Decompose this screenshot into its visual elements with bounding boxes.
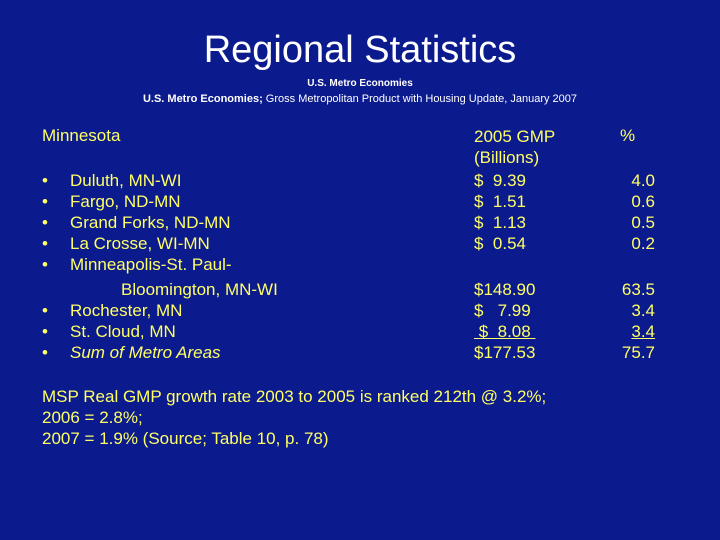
pct-value: 63.5 bbox=[621, 280, 655, 299]
pct-value: 75.7 bbox=[621, 343, 655, 362]
metro-name: Grand Forks, ND-MN bbox=[70, 213, 231, 232]
pct-value: 0.5 bbox=[631, 213, 655, 232]
slide-title: Regional Statistics bbox=[203, 29, 517, 71]
bullet: • bbox=[42, 301, 48, 320]
bullet: • bbox=[42, 255, 48, 274]
table-row: • Fargo, ND-MN $ 1.51 0.6 bbox=[0, 191, 720, 212]
table-row: • St. Cloud, MN $ 8.08 3.4 bbox=[0, 321, 720, 342]
bullet: • bbox=[42, 343, 48, 362]
gmp-value: $ 8.08 bbox=[474, 322, 536, 341]
table-row-continuation: Bloomington, MN-WI $148.90 63.5 bbox=[0, 279, 720, 300]
bullet: • bbox=[42, 171, 48, 190]
pct-value: 0.2 bbox=[631, 234, 655, 253]
gmp-value: $177.53 bbox=[474, 343, 536, 362]
gmp-value: $ 0.54 bbox=[474, 234, 526, 253]
note-line: MSP Real GMP growth rate 2003 to 2005 is… bbox=[42, 387, 547, 406]
pct-value: 4.0 bbox=[631, 171, 655, 190]
pct-column-heading: % bbox=[620, 126, 636, 145]
table-row: • Grand Forks, ND-MN $ 1.13 0.5 bbox=[0, 212, 720, 233]
metro-name-continuation: Bloomington, MN-WI bbox=[121, 280, 278, 299]
table-row: • Duluth, MN-WI $ 9.39 4.0 bbox=[0, 170, 720, 191]
source-line-1: U.S. Metro Economies bbox=[307, 78, 413, 89]
note-line: 2006 = 2.8%; bbox=[42, 408, 143, 427]
bullet: • bbox=[42, 234, 48, 253]
gmp-column-heading: 2005 GMP (Billions) bbox=[474, 126, 555, 168]
metro-name: Duluth, MN-WI bbox=[70, 171, 182, 190]
gmp-value: $ 1.13 bbox=[474, 213, 526, 232]
source-line-2: U.S. Metro Economies; Gross Metropolitan… bbox=[0, 93, 720, 106]
gmp-value: $ 1.51 bbox=[474, 192, 526, 211]
gmp-value: $ 9.39 bbox=[474, 171, 526, 190]
gmp-value: $148.90 bbox=[474, 280, 536, 299]
gmp-heading-line2: (Billions) bbox=[474, 148, 540, 167]
region-heading: Minnesota bbox=[42, 126, 121, 145]
pct-value: 3.4 bbox=[631, 322, 655, 341]
table-row: • Minneapolis-St. Paul- bbox=[0, 254, 720, 275]
gmp-heading-line1: 2005 GMP bbox=[474, 127, 556, 146]
bullet: • bbox=[42, 213, 48, 232]
gmp-value: $ 7.99 bbox=[474, 301, 531, 320]
note-line: 2007 = 1.9% (Source; Table 10, p. 78) bbox=[42, 429, 329, 448]
metro-name: Minneapolis-St. Paul- bbox=[70, 255, 232, 274]
metro-name: La Crosse, WI-MN bbox=[70, 234, 210, 253]
bullet: • bbox=[42, 192, 48, 211]
pct-value: 3.4 bbox=[631, 301, 655, 320]
table-row: • Rochester, MN $ 7.99 3.4 bbox=[0, 300, 720, 321]
metro-name: St. Cloud, MN bbox=[70, 322, 176, 341]
metro-name: Fargo, ND-MN bbox=[70, 192, 181, 211]
metro-name: Rochester, MN bbox=[70, 301, 183, 320]
source-line-2-rest: Gross Metropolitan Product with Housing … bbox=[262, 93, 578, 105]
pct-value: 0.6 bbox=[631, 192, 655, 211]
bullet: • bbox=[42, 322, 48, 341]
source-line-2-bold: U.S. Metro Economies; bbox=[142, 93, 263, 105]
notes: MSP Real GMP growth rate 2003 to 2005 is… bbox=[42, 386, 546, 449]
metro-name: Sum of Metro Areas bbox=[70, 343, 221, 362]
table-row: • La Crosse, WI-MN $ 0.54 0.2 bbox=[0, 233, 720, 254]
table-row: • Sum of Metro Areas $177.53 75.7 bbox=[0, 342, 720, 363]
